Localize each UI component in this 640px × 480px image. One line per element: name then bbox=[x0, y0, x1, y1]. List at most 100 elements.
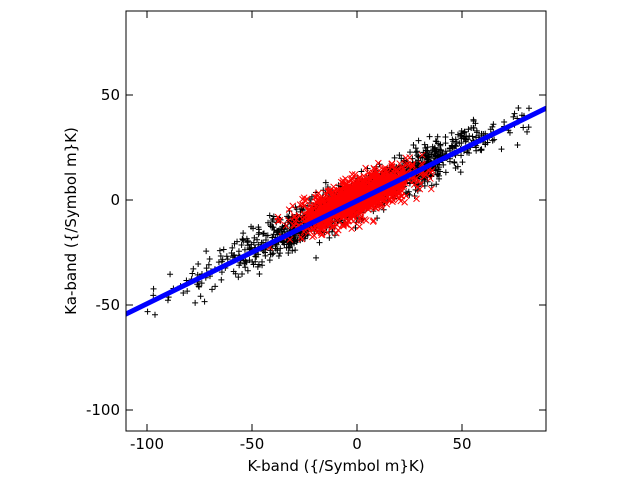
data-point bbox=[498, 146, 505, 153]
data-point bbox=[254, 263, 261, 270]
data-point bbox=[241, 246, 248, 253]
data-point bbox=[275, 227, 282, 234]
data-point bbox=[307, 209, 315, 217]
data-point bbox=[360, 187, 367, 195]
data-point bbox=[290, 214, 298, 222]
data-point bbox=[313, 254, 320, 261]
data-point bbox=[362, 164, 369, 172]
data-point bbox=[377, 192, 385, 200]
x-axis-label: K-band ({/Symbol m}K) bbox=[247, 457, 424, 475]
data-point bbox=[410, 181, 418, 188]
data-point bbox=[167, 271, 174, 278]
data-point bbox=[411, 193, 418, 200]
data-point bbox=[209, 286, 216, 293]
data-point bbox=[218, 269, 225, 276]
data-point bbox=[224, 256, 231, 263]
data-point bbox=[473, 147, 480, 154]
data-point bbox=[401, 198, 408, 206]
data-point bbox=[274, 217, 282, 225]
data-point bbox=[435, 140, 442, 147]
data-point bbox=[218, 276, 225, 283]
data-point bbox=[374, 215, 381, 222]
data-point bbox=[270, 213, 277, 220]
data-point bbox=[322, 220, 330, 227]
data-point bbox=[414, 152, 421, 159]
data-point bbox=[239, 271, 246, 278]
data-point bbox=[300, 194, 308, 202]
data-point bbox=[250, 261, 257, 268]
fit-lines bbox=[126, 105, 546, 317]
data-point bbox=[326, 234, 333, 241]
data-point bbox=[266, 212, 273, 219]
data-point bbox=[164, 297, 171, 304]
data-point bbox=[469, 133, 476, 140]
data-point bbox=[201, 298, 208, 305]
data-point bbox=[318, 231, 325, 239]
data-point bbox=[219, 256, 226, 263]
data-point bbox=[197, 293, 204, 300]
data-point bbox=[351, 171, 359, 178]
data-point bbox=[515, 105, 522, 112]
x-tick-label: -50 bbox=[240, 435, 265, 453]
data-point bbox=[362, 217, 370, 224]
data-point bbox=[364, 178, 372, 186]
data-point bbox=[413, 195, 420, 203]
data-point bbox=[203, 265, 210, 272]
data-point bbox=[454, 131, 461, 138]
data-point bbox=[205, 261, 212, 268]
data-point bbox=[412, 145, 419, 152]
data-point bbox=[262, 237, 269, 244]
data-point bbox=[457, 132, 464, 139]
data-point bbox=[342, 208, 349, 216]
data-point bbox=[388, 160, 396, 168]
data-point bbox=[250, 239, 257, 246]
data-point bbox=[354, 187, 362, 195]
data-point bbox=[334, 226, 342, 234]
data-point bbox=[316, 239, 323, 246]
data-point bbox=[415, 182, 422, 189]
data-point bbox=[374, 159, 382, 167]
plot-frame bbox=[125, 10, 547, 432]
x-tick-label: -100 bbox=[130, 435, 164, 453]
data-point bbox=[285, 216, 292, 224]
data-point bbox=[511, 110, 518, 117]
data-point bbox=[274, 246, 281, 253]
y-tick-label: -100 bbox=[86, 401, 120, 419]
data-point bbox=[388, 162, 396, 170]
data-point bbox=[315, 189, 322, 197]
data-point bbox=[506, 129, 513, 136]
data-point bbox=[264, 232, 271, 239]
data-point bbox=[431, 145, 438, 152]
data-point bbox=[448, 129, 455, 136]
data-point bbox=[333, 221, 341, 229]
data-point bbox=[298, 235, 306, 243]
data-point bbox=[203, 248, 210, 255]
data-point bbox=[220, 246, 227, 253]
data-point bbox=[490, 121, 497, 128]
y-tick-label: 50 bbox=[101, 86, 120, 104]
data-point bbox=[478, 146, 485, 153]
data-point bbox=[242, 264, 249, 271]
data-point bbox=[436, 175, 443, 182]
data-point bbox=[433, 181, 440, 188]
data-point bbox=[472, 120, 479, 127]
data-point bbox=[442, 140, 449, 147]
data-point bbox=[347, 185, 355, 193]
data-point bbox=[372, 177, 379, 185]
data-point bbox=[322, 179, 329, 186]
data-point bbox=[426, 154, 433, 161]
data-point bbox=[216, 247, 223, 254]
data-point bbox=[184, 288, 191, 295]
data-point bbox=[324, 229, 331, 236]
data-point bbox=[240, 230, 247, 237]
fit-line bbox=[126, 105, 546, 317]
data-point bbox=[236, 262, 243, 269]
data-point bbox=[525, 124, 532, 131]
data-point bbox=[150, 292, 157, 299]
data-point bbox=[346, 185, 354, 193]
data-point bbox=[397, 164, 405, 172]
data-point bbox=[144, 308, 151, 315]
data-point bbox=[396, 152, 403, 159]
data-point bbox=[306, 195, 313, 202]
data-point bbox=[246, 257, 253, 264]
